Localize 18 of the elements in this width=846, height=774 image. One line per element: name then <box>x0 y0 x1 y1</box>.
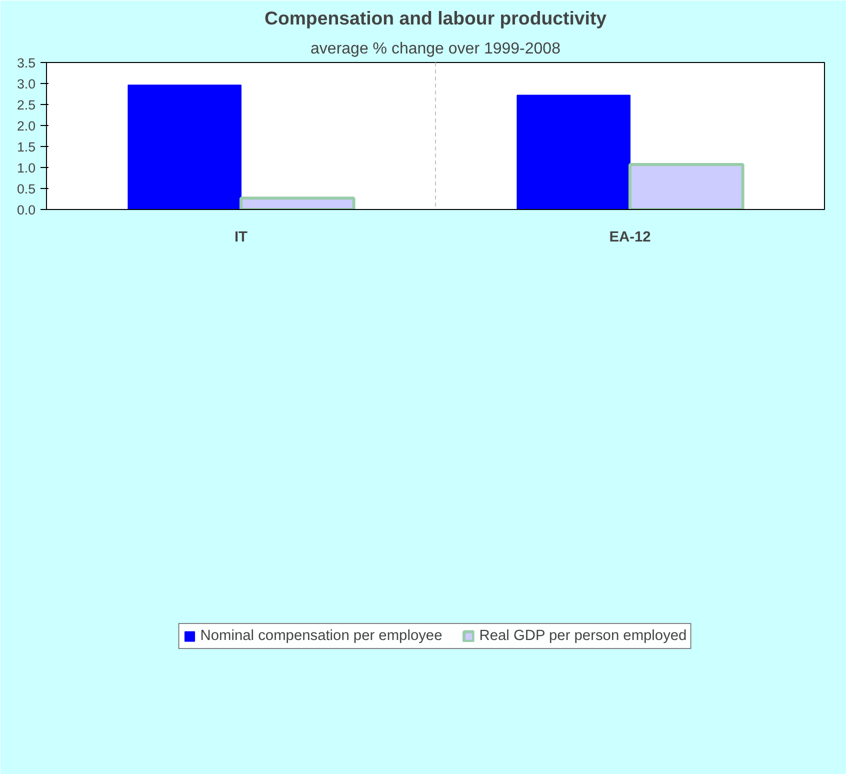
bar <box>628 163 744 210</box>
y-tick-label: 1.0 <box>16 160 36 176</box>
y-tick-label: 3.5 <box>16 56 36 70</box>
x-tick-label: IT <box>234 230 248 246</box>
legend-label: Real GDP per person employed <box>479 628 687 644</box>
legend-label: Nominal compensation per employee <box>200 628 442 644</box>
bar <box>128 84 242 210</box>
y-tick-label: 3.0 <box>16 76 36 92</box>
chart-subtitle: average % change over 1999-2008 <box>310 40 561 58</box>
y-tick-label: 2.0 <box>16 118 36 134</box>
bar <box>240 196 356 210</box>
bar <box>516 94 630 210</box>
y-tick-label: 0.0 <box>16 202 36 218</box>
y-tick-label: 2.5 <box>16 98 36 112</box>
y-tick-label: 0.5 <box>16 182 36 196</box>
y-tick-label: 1.5 <box>16 140 36 154</box>
chart-title: Compensation and labour productivity <box>264 8 608 28</box>
x-tick-label: EA-12 <box>609 230 651 246</box>
